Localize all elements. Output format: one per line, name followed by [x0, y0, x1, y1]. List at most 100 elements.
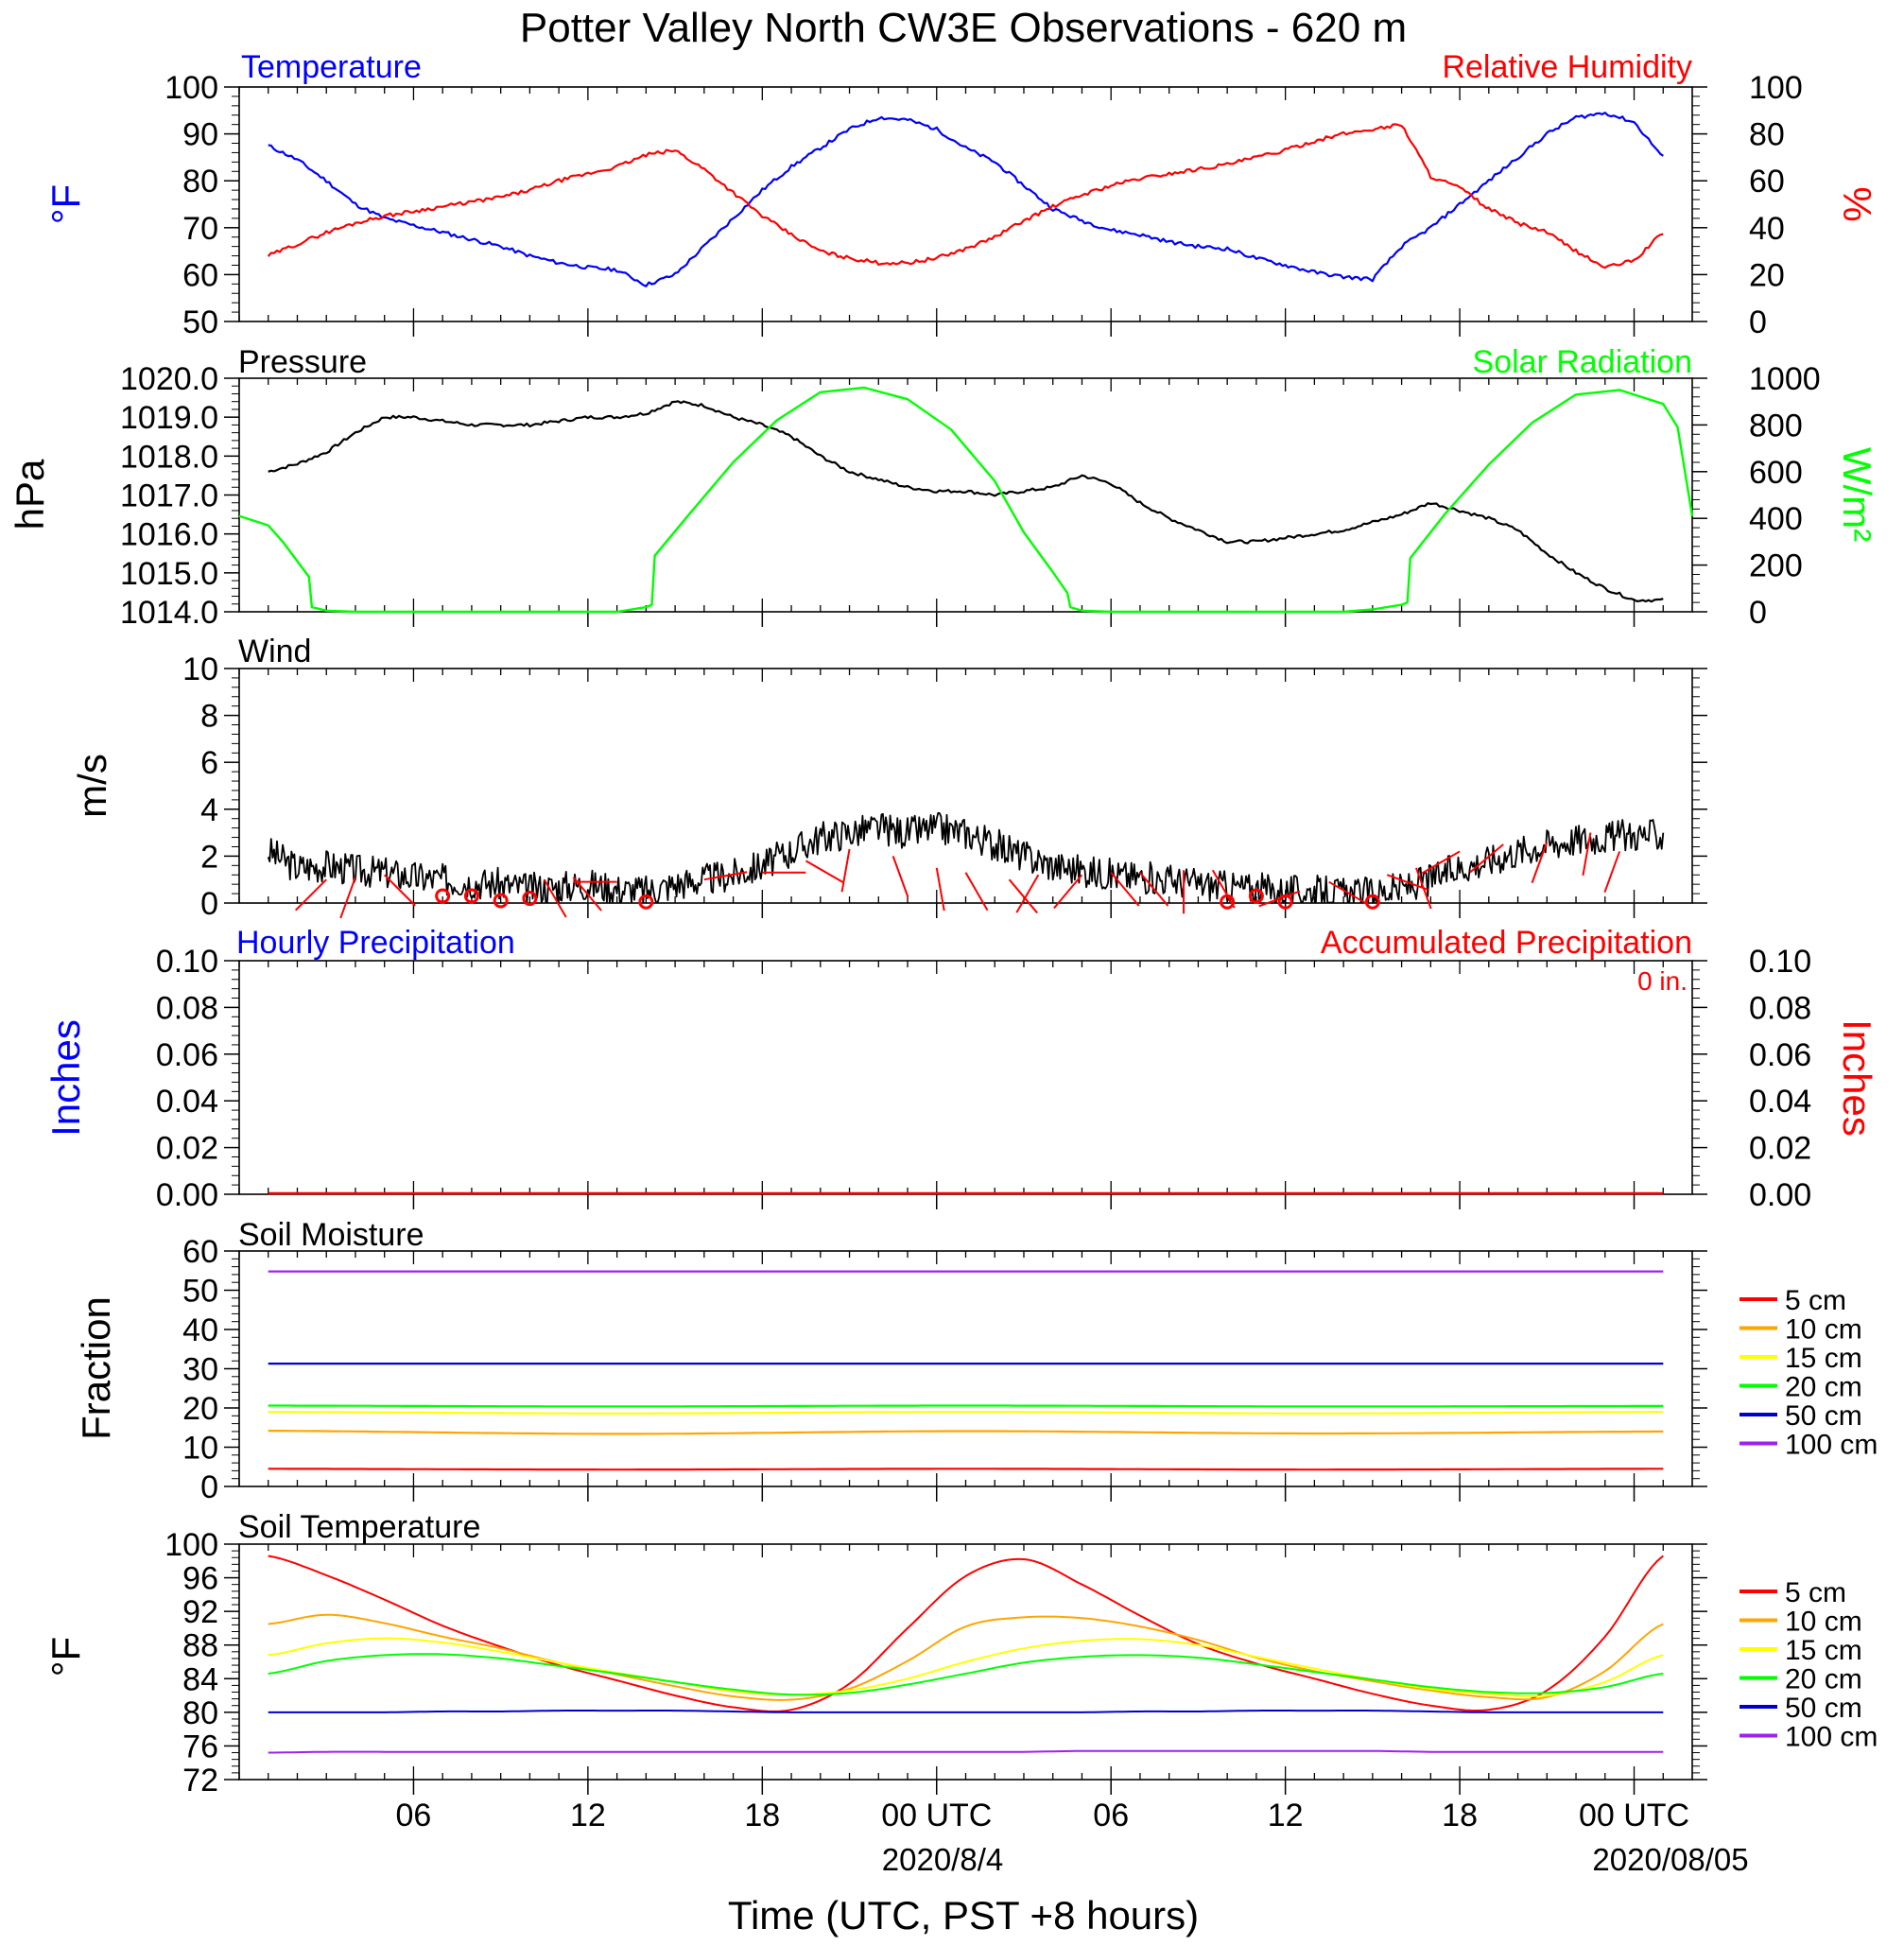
plot-frame	[238, 377, 1693, 613]
y-tick-label-left: 0	[200, 1469, 218, 1505]
accum-precip-title: Accumulated Precipitation	[1321, 925, 1692, 961]
legend-label: 100 cm	[1785, 1430, 1878, 1461]
y-tick-label-left: 10	[182, 1431, 218, 1467]
calm-wind-marker	[435, 888, 451, 904]
y-tick-label-left: 50	[182, 304, 218, 340]
wind-barb	[703, 871, 748, 881]
x-tick-label: 12	[1268, 1798, 1304, 1833]
wind-barb	[1386, 874, 1428, 891]
x-tick-label: 06	[1093, 1798, 1129, 1833]
wind-barb	[935, 867, 945, 912]
y-tick-label-left: 88	[182, 1628, 218, 1664]
hourly-precip-title: Hourly Precipitation	[236, 925, 515, 961]
soil-temperature-line	[268, 1749, 1664, 1754]
humidity-line	[267, 123, 1664, 269]
y-tick-label-left: 0.04	[156, 1084, 218, 1120]
x-axis-title: Time (UTC, PST +8 hours)	[728, 1893, 1199, 1937]
panel-wind: 0 2 4 6 8 10 Wind m/s	[70, 634, 1707, 922]
y-tick-label-left: 1016.0	[120, 517, 218, 553]
y-tick-label-left: 1017.0	[120, 478, 218, 514]
y-tick-label-left: 1019.0	[120, 400, 218, 436]
panel-temperature-humidity: 50 60 70 80 90 100 0 20 40 60 80 100 Temperature Rela…	[43, 49, 1879, 340]
y-tick-label-right: 0	[1749, 304, 1767, 340]
wind-barb	[891, 856, 909, 897]
calm-wind-marker	[1364, 894, 1380, 910]
chart-title: Potter Valley North CW3E Observations - …	[520, 5, 1407, 51]
y-tick-label-left: 80	[182, 1695, 218, 1731]
legend-label: 10 cm	[1785, 1607, 1862, 1638]
y-tick-label-right: 800	[1749, 408, 1803, 443]
calm-wind-marker	[1277, 894, 1293, 910]
soil-temperature-line	[268, 1710, 1664, 1713]
left-axis-label: hPa	[8, 459, 52, 530]
wind-barb	[840, 848, 851, 893]
x-tick-label: 18	[1442, 1798, 1478, 1833]
y-tick-label-left: 90	[182, 117, 218, 153]
y-tick-label-left: 20	[182, 1391, 218, 1427]
y-tick-label-right: 0.08	[1749, 990, 1811, 1026]
right-axis-label: %	[1835, 186, 1879, 221]
y-tick-label-left: 0	[200, 886, 218, 922]
temperature-line	[268, 112, 1664, 287]
y-tick-label-left: 92	[182, 1594, 218, 1630]
left-axis-label: °F	[43, 184, 88, 224]
panel-precipitation: 0.00 0.02 0.04 0.06 0.08 0.10 0.00 0.02 0.04 0.06…	[43, 925, 1879, 1213]
y-tick-label-right: 0.00	[1749, 1177, 1811, 1213]
y-tick-label-left: 50	[182, 1274, 218, 1310]
y-tick-label-right: 20	[1749, 257, 1785, 293]
y-tick-label-right: 100	[1749, 70, 1803, 106]
solar-title: Solar Radiation	[1473, 344, 1692, 380]
soil-temperature-line	[268, 1637, 1664, 1697]
soil-moisture-line	[268, 1468, 1664, 1471]
y-tick-label-right: 0.04	[1749, 1084, 1811, 1120]
right-axis-label: W/m²	[1835, 447, 1879, 542]
y-tick-label-right: 600	[1749, 455, 1803, 491]
legend-label: 100 cm	[1785, 1722, 1878, 1753]
wind-barb	[1139, 872, 1169, 907]
legend-label: 20 cm	[1785, 1372, 1862, 1403]
precip-total: 0 in.	[1637, 966, 1688, 996]
wind-barb	[1110, 872, 1140, 907]
legend-label: 50 cm	[1785, 1400, 1862, 1432]
pressure-title: Pressure	[238, 344, 367, 380]
soil-moisture-line	[268, 1429, 1664, 1435]
y-tick-label-right: 0.02	[1749, 1131, 1811, 1167]
legend-label: 50 cm	[1785, 1693, 1862, 1724]
humidity-title: Relative Humidity	[1442, 49, 1692, 85]
wind-speed-line	[267, 811, 1665, 904]
y-tick-label-left: 1015.0	[120, 556, 218, 592]
wind-barb	[1582, 832, 1592, 877]
y-tick-label-right: 400	[1749, 501, 1803, 537]
y-tick-label-left: 0.08	[156, 990, 218, 1026]
left-axis-label: Fraction	[74, 1296, 118, 1440]
soil-temperature-line	[268, 1555, 1664, 1712]
wind-barb	[805, 860, 844, 884]
soil-temperature-line	[268, 1653, 1664, 1696]
solar-line	[238, 386, 1694, 614]
legend-label: 15 cm	[1785, 1343, 1862, 1374]
soil-moisture-line	[268, 1404, 1664, 1408]
temperature-title: Temperature	[241, 49, 422, 85]
date-label-1: 2020/8/4	[882, 1842, 1003, 1877]
y-tick-label-right: 60	[1749, 164, 1785, 200]
y-tick-label-left: 80	[182, 164, 218, 200]
date-label-2: 2020/08/05	[1592, 1842, 1748, 1877]
wind-barb	[1421, 850, 1461, 875]
y-tick-label-left: 2	[200, 839, 218, 875]
y-tick-label-right: 200	[1749, 548, 1803, 584]
wind-barb	[543, 878, 567, 918]
y-tick-label-left: 100	[164, 70, 218, 106]
wind-barb	[1053, 874, 1083, 910]
y-tick-label-right: 80	[1749, 117, 1785, 153]
y-tick-label-left: 6	[200, 745, 218, 781]
x-tick-label: 18	[744, 1798, 780, 1833]
calm-wind-marker	[522, 891, 538, 907]
x-tick-label: 06	[396, 1798, 432, 1833]
soil-temperature-title: Soil Temperature	[238, 1509, 480, 1545]
left-axis-label: m/s	[70, 754, 114, 818]
pressure-line	[268, 400, 1664, 603]
y-tick-label-left: 1014.0	[120, 595, 218, 631]
